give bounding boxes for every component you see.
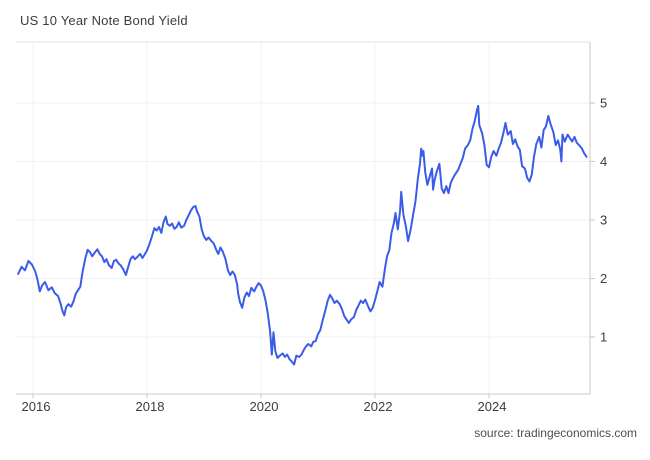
- axis-ticks: [32, 102, 595, 398]
- x-axis-label: 2022: [364, 399, 393, 414]
- source-credit: source: tradingeconomics.com: [474, 426, 637, 440]
- chart-title: US 10 Year Note Bond Yield: [20, 13, 188, 28]
- y-axis-label: 5: [600, 96, 607, 111]
- x-axis-label: 2024: [478, 399, 507, 414]
- y-axis-label: 4: [600, 154, 607, 169]
- y-axis-label: 2: [600, 271, 607, 286]
- y-axis-label: 3: [600, 213, 607, 228]
- x-axis-labels: 2016 2018 2020 2022 2024: [22, 399, 507, 414]
- y-axis-label: 1: [600, 330, 607, 345]
- y-axis-labels: 1 2 3 4 5: [600, 96, 607, 345]
- yield-line-series: [17, 104, 588, 366]
- x-axis-label: 2020: [250, 399, 279, 414]
- axis-frame: [16, 41, 591, 395]
- x-axis-label: 2016: [22, 399, 51, 414]
- gridlines: [16, 42, 590, 394]
- x-axis-label: 2018: [136, 399, 165, 414]
